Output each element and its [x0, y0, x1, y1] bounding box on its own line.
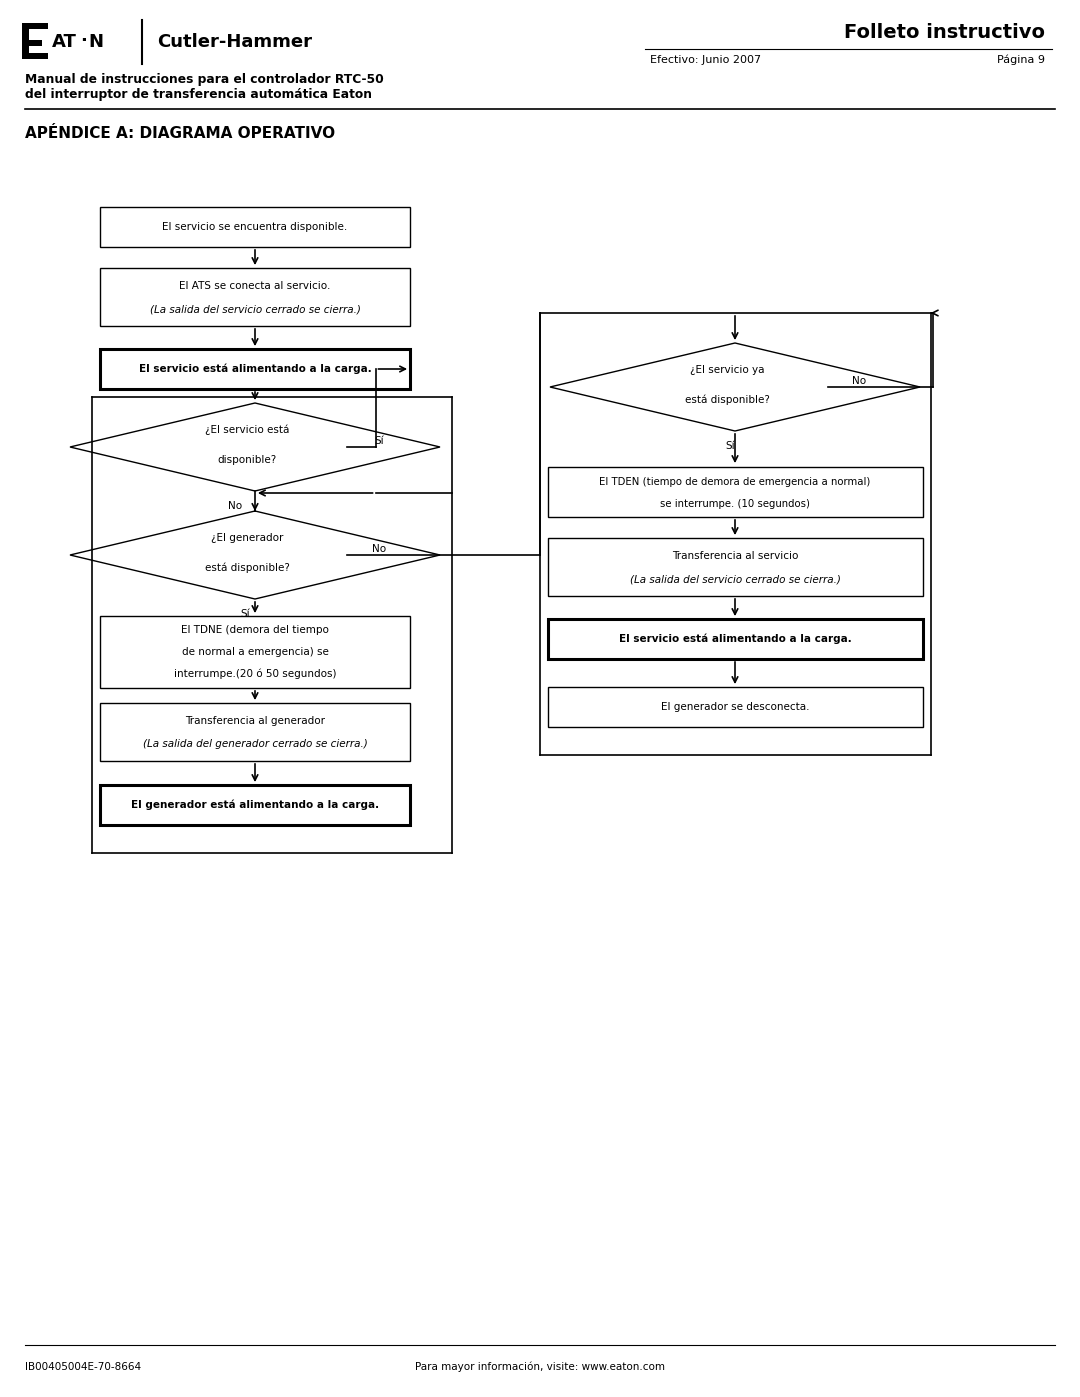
Text: de normal a emergencia) se: de normal a emergencia) se: [181, 647, 328, 657]
Text: disponible?: disponible?: [217, 455, 276, 465]
Text: está disponible?: está disponible?: [685, 395, 769, 405]
Text: El servicio está alimentando a la carga.: El servicio está alimentando a la carga.: [619, 634, 851, 644]
Text: No: No: [373, 543, 387, 555]
Text: No: No: [228, 502, 242, 511]
Polygon shape: [70, 511, 440, 599]
Text: Folleto instructivo: Folleto instructivo: [843, 22, 1045, 42]
Text: Página 9: Página 9: [997, 54, 1045, 66]
Polygon shape: [550, 344, 920, 432]
Bar: [100, 207, 410, 247]
Text: APÉNDICE A: DIAGRAMA OPERATIVO: APÉNDICE A: DIAGRAMA OPERATIVO: [25, 127, 335, 141]
Bar: [548, 619, 922, 659]
Bar: [548, 538, 922, 597]
Bar: [548, 687, 922, 726]
Text: del interruptor de transferencia automática Eaton: del interruptor de transferencia automát…: [25, 88, 372, 101]
Polygon shape: [70, 402, 440, 490]
Text: El servicio está alimentando a la carga.: El servicio está alimentando a la carga.: [138, 363, 372, 374]
Text: No: No: [852, 376, 866, 386]
Text: El TDEN (tiempo de demora de emergencia a normal): El TDEN (tiempo de demora de emergencia …: [599, 476, 870, 488]
Text: El servicio se encuentra disponible.: El servicio se encuentra disponible.: [162, 222, 348, 232]
Bar: [22, 22, 48, 29]
Text: (La salida del servicio cerrado se cierra.): (La salida del servicio cerrado se cierr…: [149, 305, 361, 314]
Text: Manual de instrucciones para el controlador RTC-50: Manual de instrucciones para el controla…: [25, 73, 383, 85]
Text: Para mayor información, visite: www.eaton.com: Para mayor información, visite: www.eato…: [415, 1362, 665, 1372]
Bar: [100, 349, 410, 388]
Bar: [100, 616, 410, 687]
Text: (La salida del generador cerrado se cierra.): (La salida del generador cerrado se cier…: [143, 739, 367, 749]
Text: AT: AT: [52, 34, 77, 52]
Bar: [22, 22, 29, 59]
Text: Sí: Sí: [725, 441, 734, 451]
Bar: [548, 467, 922, 517]
Text: está disponible?: está disponible?: [204, 563, 289, 573]
Text: ·: ·: [80, 32, 86, 50]
Text: N: N: [87, 34, 103, 52]
Text: El ATS se conecta al servicio.: El ATS se conecta al servicio.: [179, 281, 330, 291]
Text: (La salida del servicio cerrado se cierra.): (La salida del servicio cerrado se cierr…: [630, 574, 840, 584]
Text: Transferencia al servicio: Transferencia al servicio: [672, 550, 798, 562]
Text: ¿El servicio está: ¿El servicio está: [205, 425, 289, 436]
Text: El TDNE (demora del tiempo: El TDNE (demora del tiempo: [181, 624, 329, 636]
Text: Transferencia al generador: Transferencia al generador: [185, 717, 325, 726]
Text: Cutler-Hammer: Cutler-Hammer: [157, 34, 312, 52]
Bar: [100, 268, 410, 326]
Bar: [100, 785, 410, 826]
Text: El generador se desconecta.: El generador se desconecta.: [661, 703, 809, 712]
Text: Efectivo: Junio 2007: Efectivo: Junio 2007: [650, 54, 761, 66]
Text: se interrumpe. (10 segundos): se interrumpe. (10 segundos): [660, 499, 810, 509]
Text: Sí: Sí: [240, 609, 249, 619]
Text: IB00405004E-70-8664: IB00405004E-70-8664: [25, 1362, 141, 1372]
Bar: [100, 703, 410, 761]
Text: Sí: Sí: [375, 436, 384, 446]
Text: ¿El servicio ya: ¿El servicio ya: [690, 365, 765, 374]
Bar: [22, 53, 48, 59]
Text: ¿El generador: ¿El generador: [211, 534, 283, 543]
Text: interrumpe.(20 ó 50 segundos): interrumpe.(20 ó 50 segundos): [174, 669, 336, 679]
Text: El generador está alimentando a la carga.: El generador está alimentando a la carga…: [131, 799, 379, 810]
Bar: [22, 41, 42, 46]
